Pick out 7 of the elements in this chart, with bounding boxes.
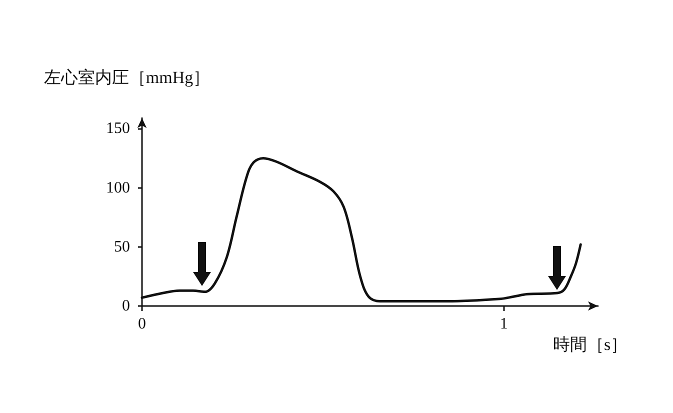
x-axis-title: 時間［s］	[553, 335, 628, 354]
y-tick-label: 50	[114, 238, 130, 256]
y-axis-title: 左心室内圧［mmHg］	[44, 68, 210, 87]
y-tick-label: 150	[106, 120, 130, 138]
x-tick-label: 1	[500, 316, 508, 332]
y-tick-label: 0	[122, 298, 130, 314]
y-tick-label: 100	[106, 179, 130, 196]
